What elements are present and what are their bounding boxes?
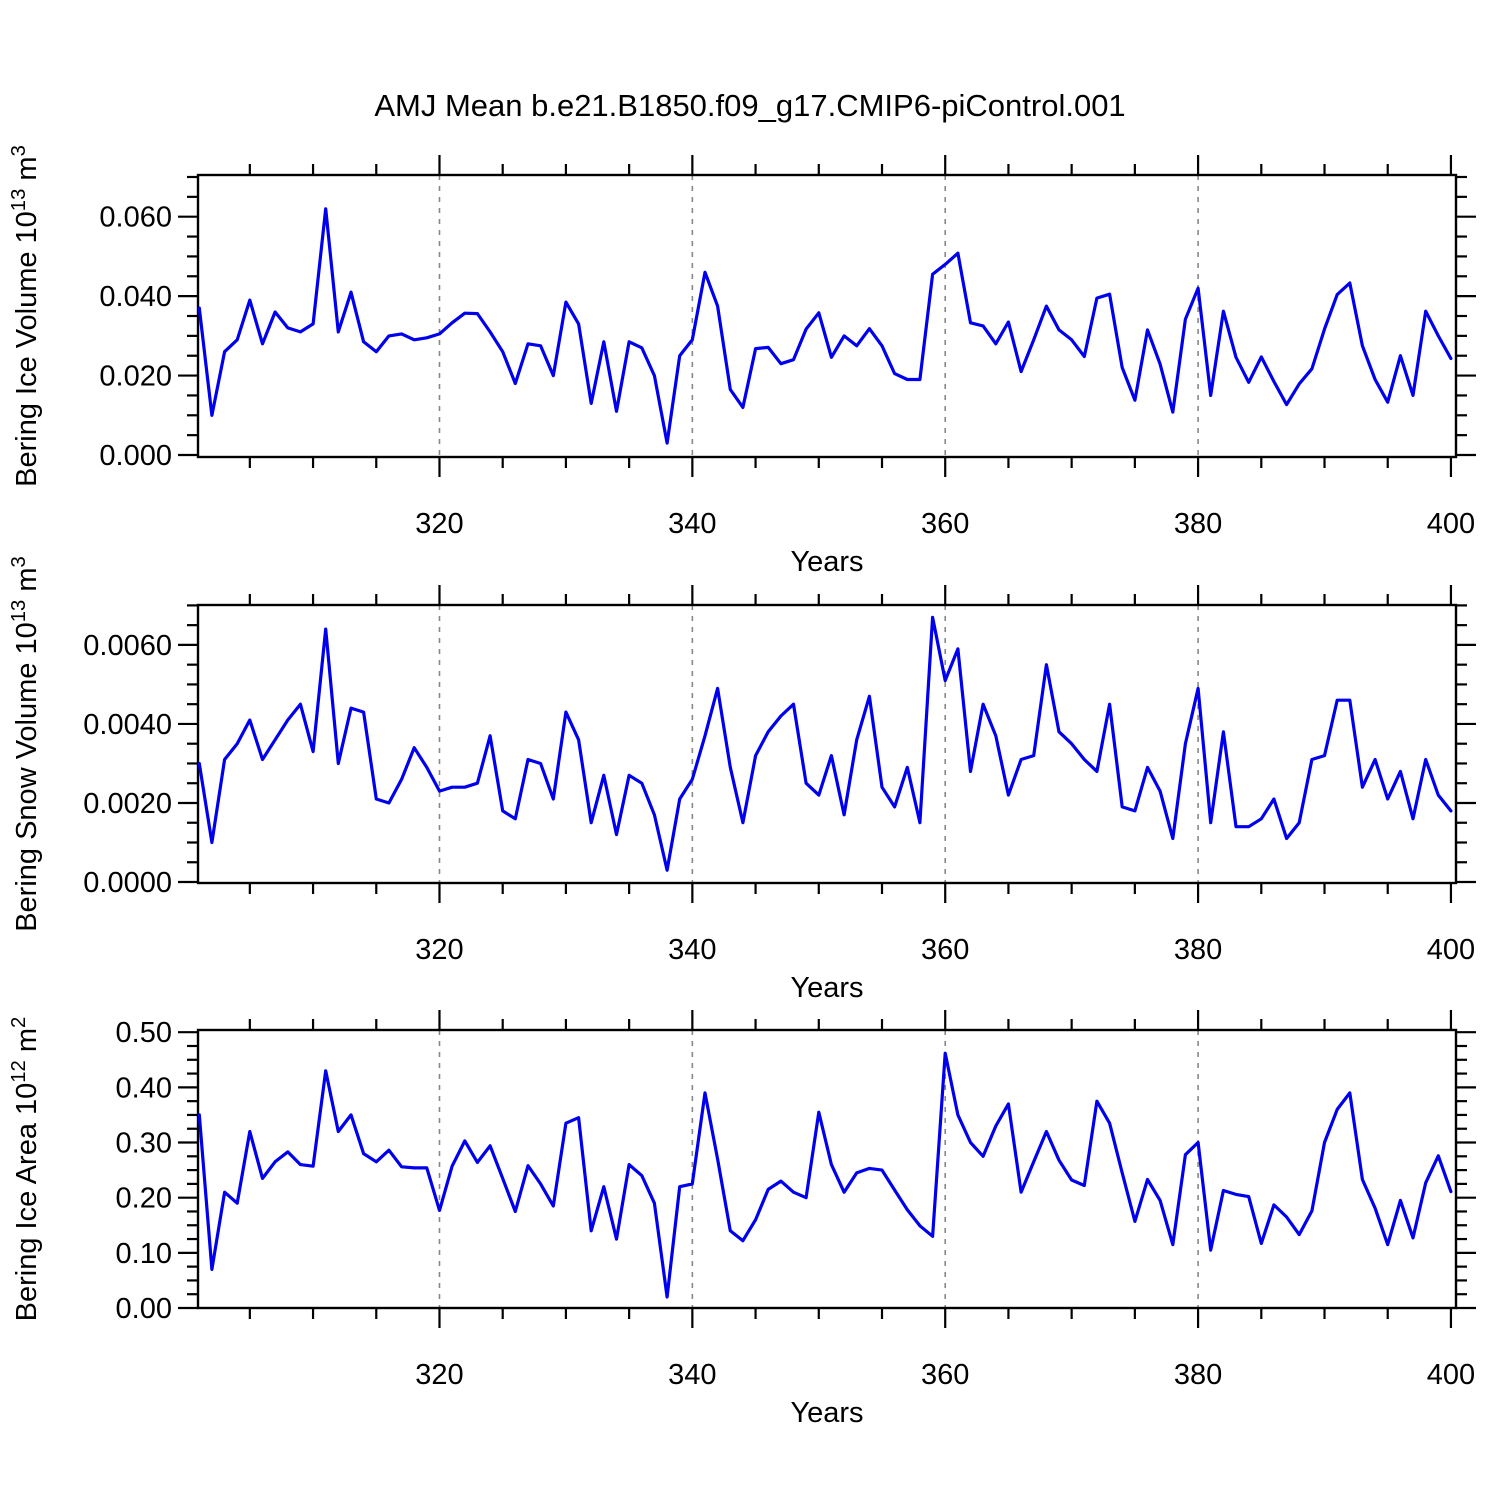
y-tick-label: 0.0040 [83, 709, 172, 741]
x-tick-label: 380 [1174, 1359, 1222, 1391]
y-tick-label: 0.000 [99, 440, 172, 472]
tick-labels: 320 340 360 380 400 0.0000 0.0020 0.0040 0.0060 [83, 630, 1475, 966]
y-axis-title: Bering Snow Volume 1013 m3 [8, 556, 43, 932]
y-tick-label: 0.40 [116, 1072, 172, 1104]
y-tick-label: 0.0020 [83, 788, 172, 820]
x-tick-label: 400 [1427, 934, 1475, 966]
x-tick-label: 340 [668, 1359, 716, 1391]
tick-labels: 320 340 360 380 400 0.000 0.020 0.040 0.060 [99, 202, 1475, 540]
y-tick-label: 0.50 [116, 1017, 172, 1049]
x-tick-label: 320 [415, 934, 463, 966]
x-tick-label: 320 [415, 1359, 463, 1391]
plot-box [196, 603, 1458, 885]
ticks [178, 155, 1476, 477]
y-tick-label: 0.10 [116, 1238, 172, 1270]
x-tick-label: 380 [1174, 508, 1222, 540]
plot-box [196, 173, 1458, 459]
y-tick-label: 0.060 [99, 202, 172, 234]
y-tick-label: 0.20 [116, 1183, 172, 1215]
panel-snow-volume: 320 340 360 380 400 0.0000 0.0020 0.0040 0.0060 Y… [8, 556, 1476, 1004]
panel-ice-area: 320 340 360 380 400 0.00 0.10 0.20 0.30 0.40 0.50 Y… [8, 1010, 1476, 1429]
x-tick-label: 400 [1427, 508, 1475, 540]
plot-box [196, 1028, 1458, 1310]
tick-labels: 320 340 360 380 400 0.00 0.10 0.20 0.30 0.40 0.50 [116, 1017, 1476, 1391]
x-tick-label: 360 [921, 934, 969, 966]
x-tick-label: 400 [1427, 1359, 1475, 1391]
x-tick-label: 360 [921, 508, 969, 540]
x-axis-title: Years [790, 546, 863, 578]
x-axis-title: Years [790, 1397, 863, 1429]
series-line-ice-volume [197, 207, 1453, 445]
y-axis-title: Bering Ice Area 1012 m2 [8, 1017, 43, 1322]
y-tick-label: 0.00 [116, 1293, 172, 1325]
x-tick-label: 360 [921, 1359, 969, 1391]
y-tick-label: 0.0000 [83, 867, 172, 899]
x-tick-label: 320 [415, 508, 463, 540]
x-tick-label: 340 [668, 934, 716, 966]
y-tick-label: 0.040 [99, 281, 172, 313]
series-line-snow-volume [197, 615, 1453, 872]
x-tick-label: 340 [668, 508, 716, 540]
panel-ice-volume: 320 340 360 380 400 0.000 0.020 0.040 0.060 Years… [8, 145, 1476, 578]
x-axis-title: Years [790, 972, 863, 1004]
y-tick-label: 0.0060 [83, 630, 172, 662]
y-tick-label: 0.020 [99, 361, 172, 393]
y-tick-label: 0.30 [116, 1128, 172, 1160]
ticks [178, 585, 1476, 903]
y-axis-title: Bering Ice Volume 1013 m3 [8, 145, 43, 487]
x-tick-label: 380 [1174, 934, 1222, 966]
chart-title: AMJ Mean b.e21.B1850.f09_g17.CMIP6-piCon… [374, 88, 1126, 123]
series-line-ice-area [197, 1051, 1453, 1299]
ticks [178, 1010, 1476, 1328]
